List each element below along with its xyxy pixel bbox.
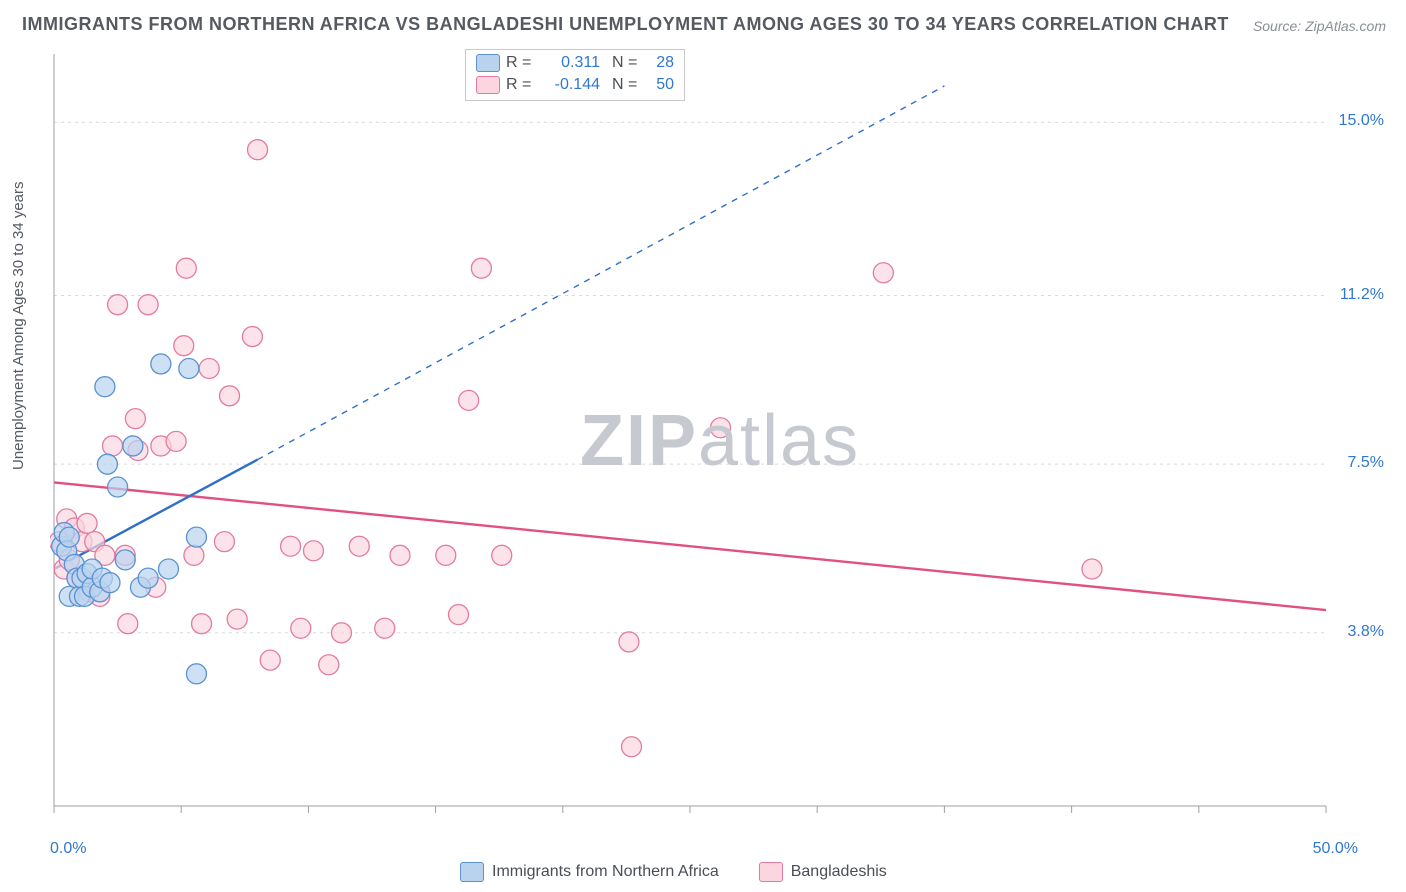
y-tick-label: 7.5%: [1348, 454, 1384, 472]
scatter-plot: [50, 50, 1330, 830]
n-label: N =: [612, 76, 640, 94]
r-value-pink: -0.144: [540, 76, 600, 94]
y-axis-label: Unemployment Among Ages 30 to 34 years: [10, 181, 27, 470]
chart-title: IMMIGRANTS FROM NORTHERN AFRICA VS BANGL…: [22, 14, 1229, 35]
n-label: N =: [612, 54, 640, 72]
stats-row-blue: R = 0.311 N = 28: [476, 52, 674, 74]
stats-legend: R = 0.311 N = 28 R = -0.144 N = 50: [465, 49, 685, 101]
r-label: R =: [506, 54, 534, 72]
r-label: R =: [506, 76, 534, 94]
swatch-blue: [476, 54, 500, 72]
stats-row-pink: R = -0.144 N = 50: [476, 74, 674, 96]
y-tick-label: 3.8%: [1348, 623, 1384, 641]
category-legend: Immigrants from Northern Africa Banglade…: [460, 862, 887, 882]
y-tick-label: 11.2%: [1340, 286, 1384, 304]
source-label: Source: ZipAtlas.com: [1253, 18, 1386, 34]
swatch-blue: [460, 862, 484, 882]
legend-item-blue: Immigrants from Northern Africa: [460, 862, 719, 882]
n-value-pink: 50: [646, 76, 674, 94]
n-value-blue: 28: [646, 54, 674, 72]
swatch-pink: [476, 76, 500, 94]
legend-label-blue: Immigrants from Northern Africa: [492, 863, 719, 881]
swatch-pink: [759, 862, 783, 882]
y-tick-label: 15.0%: [1339, 112, 1384, 130]
x-axis-max-label: 50.0%: [1313, 840, 1358, 858]
r-value-blue: 0.311: [540, 54, 600, 72]
legend-item-pink: Bangladeshis: [759, 862, 887, 882]
legend-label-pink: Bangladeshis: [791, 863, 887, 881]
x-axis-min-label: 0.0%: [50, 840, 86, 858]
